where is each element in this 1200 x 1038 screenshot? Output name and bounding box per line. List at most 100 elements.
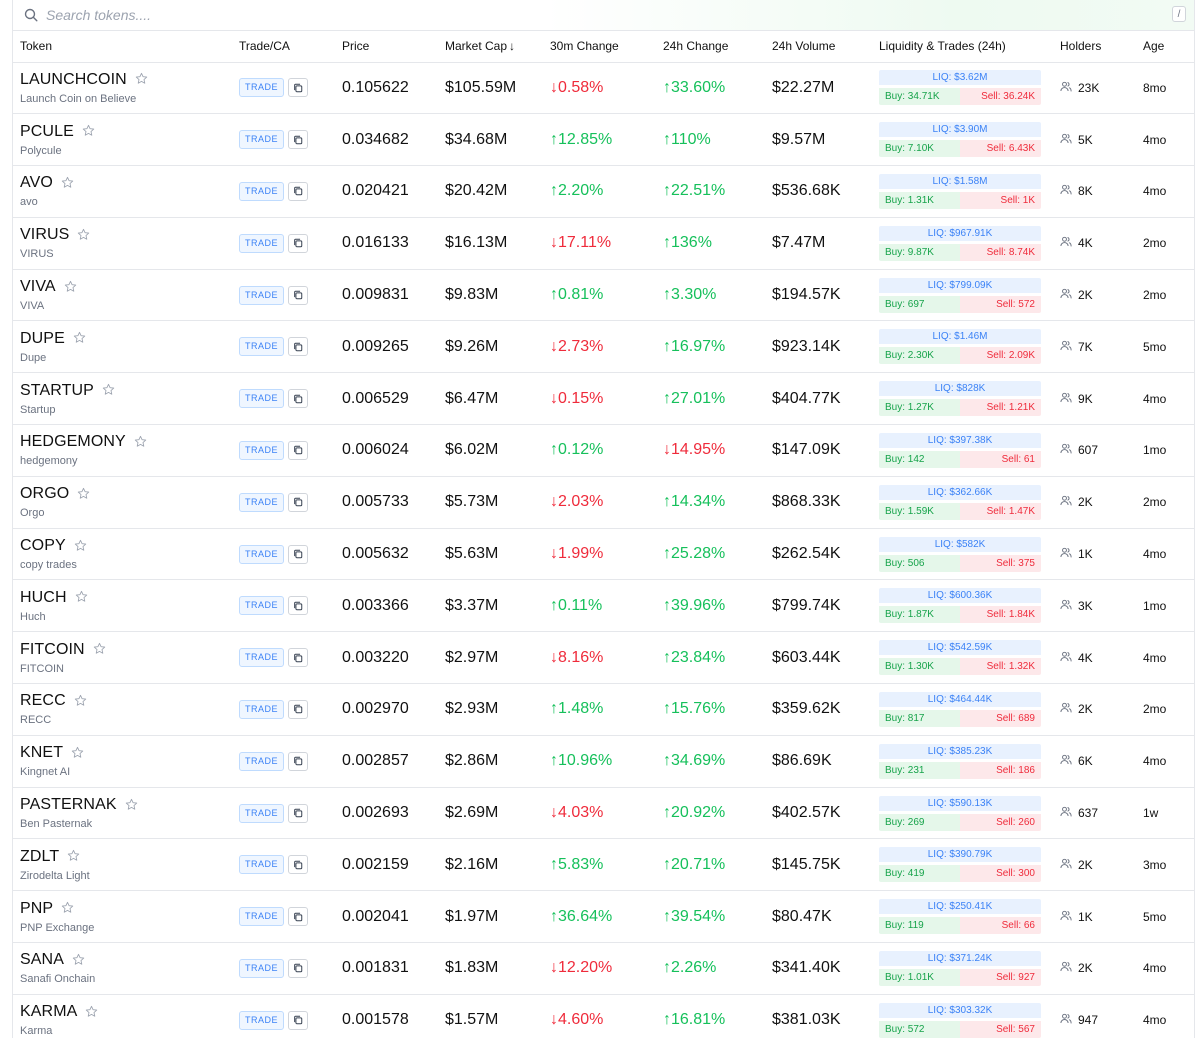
table-row[interactable]: RECC RECC TRADE 0.002970 $2.93M ↑1.48% ↑15.76%… [13, 684, 1194, 736]
token-symbol[interactable]: KNET [20, 744, 64, 762]
column-header-price[interactable]: Price [342, 39, 370, 54]
copy-icon[interactable] [288, 855, 309, 875]
token-symbol[interactable]: VIRUS [20, 226, 70, 244]
token-cell[interactable]: ORGO Orgo [13, 476, 239, 528]
table-row[interactable]: PNP PNP Exchange TRADE 0.002041 $1.97M ↑36.64… [13, 891, 1194, 943]
token-symbol[interactable]: ORGO [20, 485, 70, 503]
token-cell[interactable]: COPY copy trades [13, 528, 239, 580]
token-symbol[interactable]: RECC [20, 692, 66, 710]
star-icon[interactable] [77, 487, 90, 502]
copy-icon[interactable] [288, 596, 309, 616]
token-symbol[interactable]: HEDGEMONY [20, 433, 126, 451]
trade-button[interactable]: TRADE [239, 440, 285, 460]
column-header-token[interactable]: Token [20, 39, 53, 54]
column-header-holders[interactable]: Holders [1060, 39, 1102, 54]
copy-icon[interactable] [288, 492, 309, 512]
token-symbol[interactable]: VIVA [20, 278, 56, 296]
table-row[interactable]: STARTUP Startup TRADE 0.006529 $6.47M ↓0.15% ↑… [13, 373, 1194, 425]
table-row[interactable]: LAUNCHCOIN Launch Coin on Believe TRADE 0.1… [13, 62, 1194, 114]
star-icon[interactable] [74, 539, 87, 554]
copy-icon[interactable] [288, 337, 309, 357]
column-header-liquidity-trades[interactable]: Liquidity & Trades (24h) [879, 39, 1006, 54]
star-icon[interactable] [64, 280, 77, 295]
table-row[interactable]: PCULE Polycule TRADE 0.034682 $34.68M ↑12.85%… [13, 114, 1194, 166]
table-row[interactable]: ORGO Orgo TRADE 0.005733 $5.73M ↓2.03% ↑14.34%… [13, 476, 1194, 529]
trade-button[interactable]: TRADE [239, 544, 285, 564]
table-row[interactable]: HEDGEMONY hedgemony TRADE 0.006024 $6.02M ↑0.… [13, 425, 1194, 477]
copy-icon[interactable] [288, 389, 309, 409]
star-icon[interactable] [125, 798, 138, 813]
trade-button[interactable]: TRADE [239, 492, 285, 512]
star-icon[interactable] [61, 176, 74, 191]
table-row[interactable]: ZDLT Zirodelta Light TRADE 0.002159 $2.16M ↑5… [13, 839, 1194, 891]
column-header-24h-volume[interactable]: 24h Volume [772, 39, 836, 54]
star-icon[interactable] [82, 124, 95, 139]
star-icon[interactable] [75, 590, 88, 605]
token-symbol[interactable]: PASTERNAK [20, 796, 117, 814]
token-cell[interactable]: VIRUS VIRUS [13, 217, 239, 269]
star-icon[interactable] [61, 901, 74, 916]
token-cell[interactable]: DUPE Dupe [13, 321, 239, 373]
trade-button[interactable]: TRADE [239, 596, 285, 616]
copy-icon[interactable] [288, 751, 309, 771]
table-row[interactable]: KNET Kingnet AI TRADE 0.002857 $2.86M ↑10.96%… [13, 735, 1194, 788]
copy-icon[interactable] [288, 285, 309, 305]
copy-icon[interactable] [288, 544, 309, 564]
token-cell[interactable]: SANA Sanafi Onchain [13, 943, 239, 995]
token-cell[interactable]: KARMA Karma [13, 994, 239, 1038]
token-symbol[interactable]: PNP [20, 899, 54, 917]
table-row[interactable]: AVO avo TRADE 0.020421 $20.42M ↑2.20% ↑22.51% $… [13, 166, 1194, 218]
trade-button[interactable]: TRADE [239, 699, 285, 719]
copy-icon[interactable] [288, 440, 309, 460]
trade-button[interactable]: TRADE [239, 233, 285, 253]
star-icon[interactable] [77, 228, 90, 243]
token-cell[interactable]: PNP PNP Exchange [13, 891, 239, 943]
trade-button[interactable]: TRADE [239, 1010, 285, 1030]
trade-button[interactable]: TRADE [239, 285, 285, 305]
star-icon[interactable] [93, 642, 106, 657]
token-symbol[interactable]: COPY [20, 537, 66, 555]
token-symbol[interactable]: HUCH [20, 588, 67, 606]
token-symbol[interactable]: FITCOIN [20, 640, 85, 658]
table-row[interactable]: COPY copy trades TRADE 0.005632 $5.63M ↓1.99%… [13, 528, 1194, 580]
token-symbol[interactable]: KARMA [20, 1003, 78, 1021]
copy-icon[interactable] [288, 907, 309, 927]
token-cell[interactable]: LAUNCHCOIN Launch Coin on Believe [13, 62, 239, 114]
trade-button[interactable]: TRADE [239, 648, 285, 668]
table-row[interactable]: KARMA Karma TRADE 0.001578 $1.57M ↓4.60% ↑16.8… [13, 994, 1194, 1038]
token-cell[interactable]: VIVA VIVA [13, 269, 239, 321]
token-cell[interactable]: FITCOIN FITCOIN [13, 632, 239, 684]
star-icon[interactable] [102, 383, 115, 398]
copy-icon[interactable] [288, 130, 309, 150]
token-symbol[interactable]: STARTUP [20, 381, 94, 399]
table-row[interactable]: HUCH Huch TRADE 0.003366 $3.37M ↑0.11% ↑39.96%… [13, 580, 1194, 632]
trade-button[interactable]: TRADE [239, 78, 285, 98]
token-cell[interactable]: HUCH Huch [13, 580, 239, 632]
column-header-market-cap[interactable]: Market Cap ↓ [445, 31, 550, 62]
copy-icon[interactable] [288, 78, 309, 98]
token-cell[interactable]: KNET Kingnet AI [13, 735, 239, 787]
token-symbol[interactable]: PCULE [20, 122, 74, 140]
star-icon[interactable] [85, 1005, 98, 1020]
column-header-30m-change[interactable]: 30m Change [550, 39, 619, 54]
copy-icon[interactable] [288, 958, 309, 978]
table-row[interactable]: PASTERNAK Ben Pasternak TRADE 0.002693 $2.69… [13, 787, 1194, 839]
token-cell[interactable]: PCULE Polycule [13, 114, 239, 166]
trade-button[interactable]: TRADE [239, 181, 285, 201]
star-icon[interactable] [67, 849, 80, 864]
table-row[interactable]: DUPE Dupe TRADE 0.009265 $9.26M ↓2.73% ↑16.97%… [13, 321, 1194, 373]
search-input[interactable] [46, 7, 446, 23]
token-symbol[interactable]: ZDLT [20, 847, 60, 865]
token-cell[interactable]: AVO avo [13, 166, 239, 218]
token-symbol[interactable]: DUPE [20, 329, 65, 347]
trade-button[interactable]: TRADE [239, 907, 285, 927]
star-icon[interactable] [73, 331, 86, 346]
copy-icon[interactable] [288, 233, 309, 253]
token-symbol[interactable]: AVO [20, 174, 53, 192]
token-cell[interactable]: RECC RECC [13, 684, 239, 736]
trade-button[interactable]: TRADE [239, 130, 285, 150]
table-row[interactable]: SANA Sanafi Onchain TRADE 0.001831 $1.83M ↓12… [13, 943, 1194, 995]
star-icon[interactable] [134, 435, 147, 450]
star-icon[interactable] [74, 694, 87, 709]
token-cell[interactable]: STARTUP Startup [13, 373, 239, 425]
